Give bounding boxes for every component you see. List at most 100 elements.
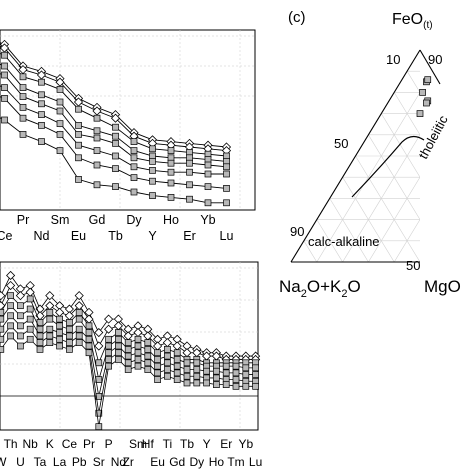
spider-data-point [17,332,24,340]
ree-chart: Pr Sm Gd Dy Ho Yb Ce Nd Eu Tb Y Er Lu [0,29,256,243]
spider-data-point [0,291,6,301]
spider-tick-label: Er [220,437,232,451]
spider-data-point [17,302,24,310]
ree-data-point [75,131,82,138]
ree-data-point [38,100,45,108]
ree-data-point [167,159,175,167]
spider-data-point [193,366,201,373]
ree-data-point [223,163,230,171]
spider-data-point [213,374,220,382]
spider-data-point [144,359,152,367]
spider-data-point [36,346,44,353]
spider-series-line [0,332,259,430]
ree-data-point [75,154,82,162]
tholeiitic-calc-alkaline-boundary [351,135,425,198]
spider-data-point [154,369,161,377]
ree-data-point [149,145,156,153]
ree-tick-labels: Pr Sm Gd Dy Ho Yb Ce Nd Eu Tb Y Er Lu [0,213,233,243]
spider-data-point [105,342,112,350]
ree-data-point [56,107,64,115]
ree-data-point [167,179,175,187]
ree-data-point [75,176,82,183]
spider-tick-label: Zr [123,455,134,469]
spider-data-point [154,356,161,363]
spider-tick-label: Ho [209,455,225,469]
ree-data-point [112,165,119,172]
ternary-gridline [446,177,474,262]
spider-data-point [173,376,181,383]
ree-data-point [167,194,175,201]
spider-data-point [105,349,112,357]
spider-series-path [0,284,256,360]
ree-data-point [38,78,45,86]
spider-data-point [115,335,122,343]
spider-tick-label: W [0,455,7,469]
spider-data-point [56,329,63,336]
spider-tick-label: Th [4,437,18,451]
spider-data-point [173,349,181,357]
tick-label-50-left: 50 [334,136,348,151]
spider-series-line [0,292,259,367]
ree-tick-label: Y [148,229,157,243]
spider-data-point [0,325,5,333]
spider-data-point [17,312,24,320]
spider-data-point [46,332,54,340]
spider-data-point [115,329,122,336]
calc-alkaline-field-label: calc-alkaline [308,234,380,249]
spider-data-point [134,362,142,370]
ree-data-point [186,159,193,167]
spider-data-point [105,362,112,370]
ree-data-point [204,183,212,190]
tholeiitic-field-label: tholeiitic [415,112,451,161]
ree-data-point [149,167,156,174]
ree-data-point [19,93,27,100]
spider-data-point [0,315,5,323]
spider-data-point [26,335,34,343]
spider-data-point [104,314,114,324]
spider-data-point [66,339,73,346]
spider-data-point [7,292,14,299]
spider-series-line [0,280,261,365]
ree-data-point [223,170,230,178]
spider-data-point [46,339,54,346]
spider-tick-label: Ce [62,437,78,451]
ree-tick-label: Lu [220,229,234,243]
spider-series [0,270,261,430]
spider-data-point [95,359,103,367]
spider-tick-label: U [16,455,25,469]
ree-data-point [130,163,138,171]
ree-data-point [1,51,8,59]
spider-data-point [85,349,93,357]
spider-data-point [134,349,142,357]
spider-tick-label: Ti [163,437,173,451]
spider-data-point [94,327,104,338]
ternary-edge-right [419,49,441,85]
spider-plot-frame [0,261,259,431]
ree-data-point [112,183,119,190]
ree-data-point [19,104,27,111]
spider-data-point [164,359,171,367]
ree-series-line [0,95,230,192]
spider-data-point [164,352,171,360]
spider-tick-label: K [46,437,54,451]
spider-series-line [0,322,259,417]
spider-data-point [222,369,230,377]
ree-tick-label: Eu [71,229,86,243]
ree-series [0,39,232,207]
spider-data-point [45,291,55,301]
ree-series-line [0,43,232,156]
spider-data-point [46,325,54,333]
ternary-gridline [303,240,318,262]
spider-data-point [124,346,132,353]
spider-tick-label: Nd [111,455,126,469]
spider-data-point [15,291,25,301]
spider-data-point [242,371,250,378]
ree-data-point [186,195,193,203]
spider-data-point [94,341,104,351]
spider-data-point [193,359,201,367]
spider-tick-label: Ta [34,455,47,469]
tick-label-90-left: 90 [290,224,304,239]
spider-data-point [26,305,34,313]
ree-series-line [0,71,230,171]
